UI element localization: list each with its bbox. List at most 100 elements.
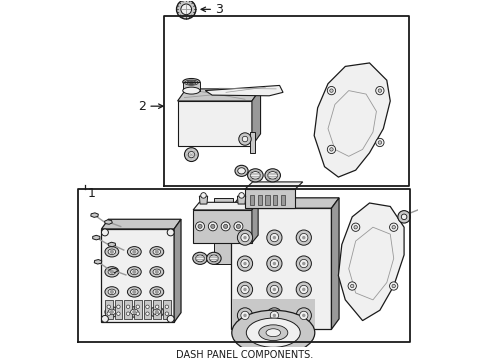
Circle shape — [302, 314, 306, 317]
Circle shape — [165, 305, 169, 309]
Circle shape — [101, 229, 108, 236]
Circle shape — [110, 250, 114, 254]
Circle shape — [327, 145, 336, 154]
Ellipse shape — [150, 247, 164, 257]
Ellipse shape — [105, 287, 119, 297]
Circle shape — [242, 136, 248, 142]
Ellipse shape — [130, 309, 138, 315]
Bar — [105, 300, 113, 319]
Polygon shape — [108, 242, 116, 247]
Circle shape — [378, 89, 382, 93]
Text: DASH PANEL COMPONENTS.: DASH PANEL COMPONENTS. — [176, 350, 314, 360]
Polygon shape — [199, 196, 208, 204]
Ellipse shape — [193, 252, 207, 264]
Circle shape — [132, 250, 136, 254]
Circle shape — [110, 270, 114, 274]
Polygon shape — [250, 132, 255, 153]
Polygon shape — [101, 229, 174, 322]
Polygon shape — [110, 268, 118, 273]
Polygon shape — [245, 182, 303, 189]
Ellipse shape — [266, 329, 281, 337]
Polygon shape — [328, 91, 376, 156]
Circle shape — [132, 290, 136, 294]
Ellipse shape — [207, 252, 221, 264]
Circle shape — [132, 270, 136, 274]
Circle shape — [184, 148, 198, 162]
Polygon shape — [193, 202, 258, 210]
Ellipse shape — [196, 255, 204, 262]
Circle shape — [272, 236, 276, 239]
Circle shape — [270, 311, 278, 320]
Bar — [153, 300, 161, 319]
Circle shape — [300, 285, 308, 294]
Polygon shape — [237, 196, 245, 204]
Circle shape — [401, 214, 407, 220]
Circle shape — [176, 0, 196, 19]
Ellipse shape — [153, 249, 161, 255]
Circle shape — [167, 229, 174, 236]
Polygon shape — [331, 198, 339, 329]
Bar — [281, 195, 285, 206]
Circle shape — [117, 305, 120, 309]
Circle shape — [136, 312, 140, 315]
Circle shape — [267, 308, 282, 323]
Circle shape — [243, 236, 247, 239]
Circle shape — [237, 308, 253, 323]
Circle shape — [300, 233, 308, 242]
Circle shape — [351, 223, 360, 231]
Ellipse shape — [210, 255, 218, 262]
Circle shape — [241, 260, 249, 268]
Bar — [144, 300, 151, 319]
Circle shape — [155, 250, 159, 254]
Circle shape — [296, 282, 312, 297]
Bar — [273, 195, 277, 206]
Ellipse shape — [150, 307, 164, 317]
Circle shape — [239, 133, 251, 145]
Circle shape — [146, 305, 149, 309]
Ellipse shape — [108, 249, 116, 255]
Polygon shape — [205, 85, 283, 96]
Ellipse shape — [153, 269, 161, 275]
Circle shape — [167, 315, 174, 322]
Ellipse shape — [105, 307, 119, 317]
Circle shape — [211, 224, 215, 229]
Circle shape — [243, 262, 247, 265]
Circle shape — [101, 315, 108, 322]
Bar — [183, 82, 200, 91]
Circle shape — [267, 282, 282, 297]
Circle shape — [302, 288, 306, 291]
Circle shape — [392, 225, 395, 229]
Ellipse shape — [105, 267, 119, 277]
Ellipse shape — [183, 87, 200, 94]
Polygon shape — [252, 89, 261, 146]
Circle shape — [330, 89, 333, 93]
Ellipse shape — [127, 287, 141, 297]
Circle shape — [107, 305, 110, 309]
Circle shape — [390, 282, 398, 290]
Polygon shape — [314, 63, 390, 177]
Polygon shape — [349, 227, 393, 300]
Text: 3: 3 — [215, 3, 223, 16]
Circle shape — [237, 230, 253, 245]
Ellipse shape — [247, 169, 263, 182]
Polygon shape — [94, 260, 102, 264]
Circle shape — [300, 260, 308, 268]
Circle shape — [201, 193, 206, 198]
Circle shape — [376, 86, 384, 95]
Circle shape — [348, 282, 356, 290]
Circle shape — [272, 262, 276, 265]
Bar — [124, 300, 132, 319]
Circle shape — [188, 152, 195, 158]
Circle shape — [376, 138, 384, 147]
Circle shape — [136, 305, 140, 309]
Circle shape — [165, 312, 169, 315]
Circle shape — [330, 148, 333, 151]
Circle shape — [300, 311, 308, 320]
Circle shape — [296, 256, 312, 271]
Polygon shape — [193, 210, 252, 243]
Circle shape — [270, 233, 278, 242]
Polygon shape — [174, 219, 181, 322]
Circle shape — [117, 312, 120, 315]
Text: 2: 2 — [139, 100, 147, 113]
Ellipse shape — [127, 267, 141, 277]
